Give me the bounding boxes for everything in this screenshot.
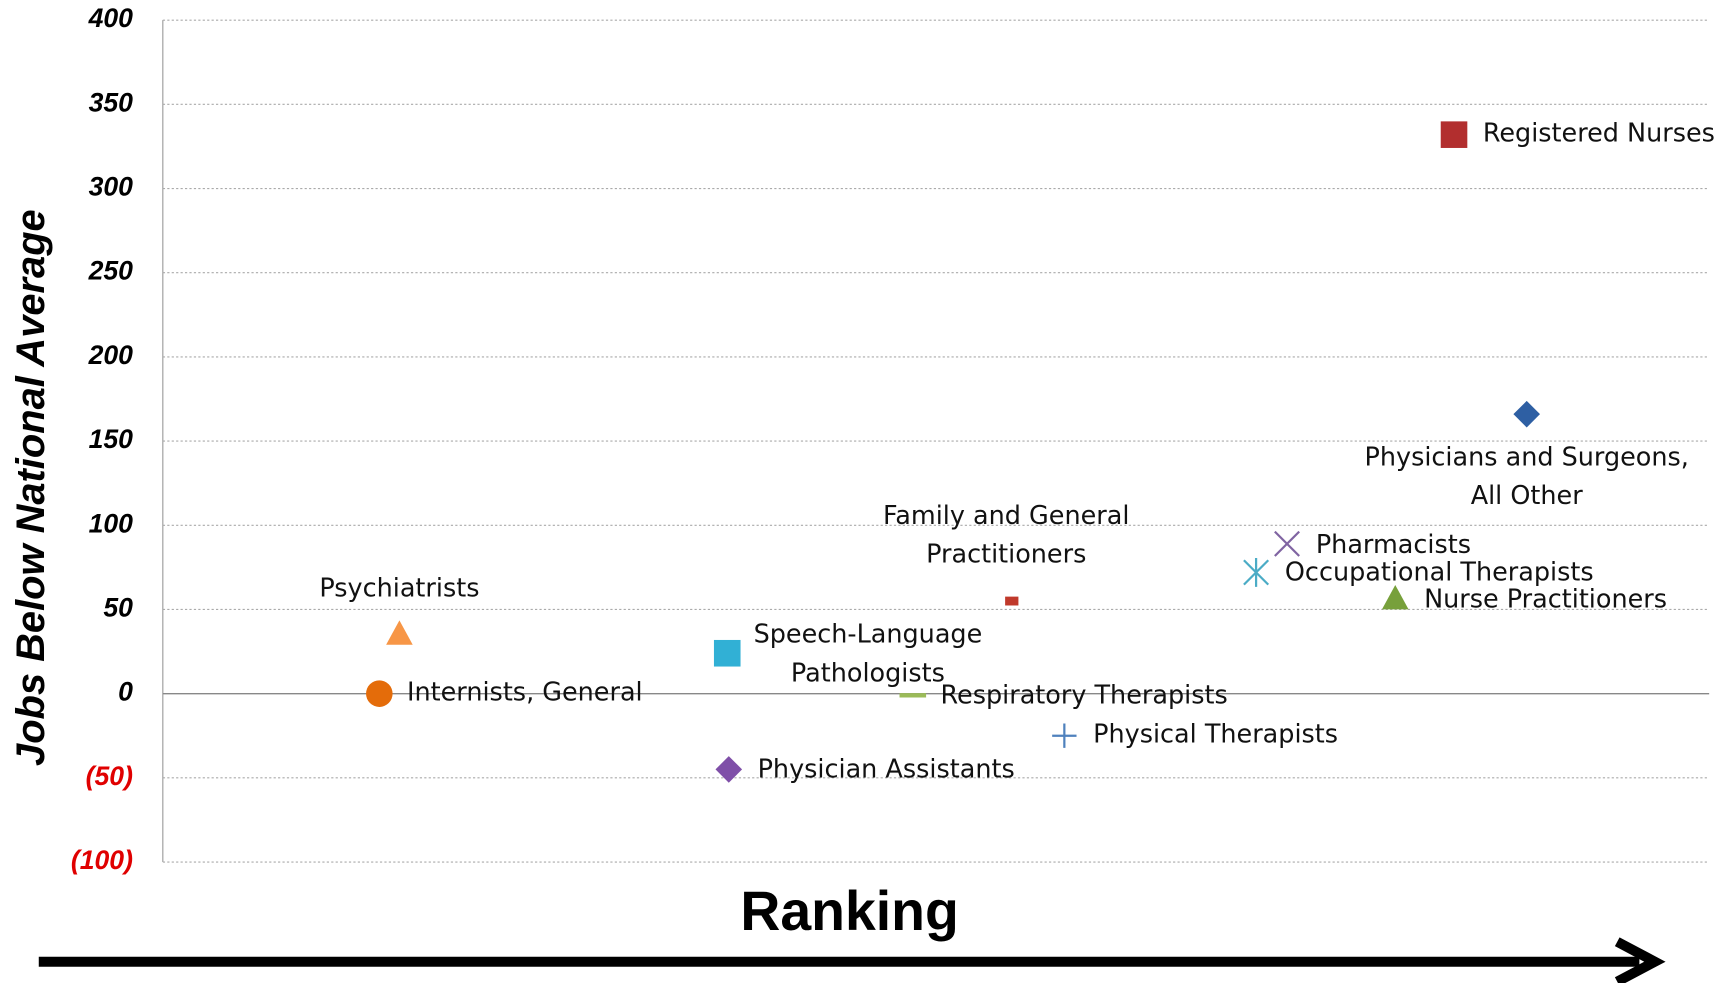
point-label: Physicians and Surgeons, All Other [1365,442,1689,511]
y-tick-label: 250 [88,256,134,286]
y-tick-label: 300 [89,172,134,202]
point-label: Internists, General [407,678,643,708]
point-label: Psychiatrists [319,573,479,603]
y-tick-label: (50) [86,761,133,791]
point [1513,400,1540,428]
point [1440,121,1468,148]
point [366,680,393,707]
point [1381,584,1409,610]
point [1005,596,1019,606]
y-tick-label: 350 [89,87,134,117]
y-tick-label: 150 [89,424,134,454]
point-label: Speech-Language Pathologists [754,620,983,689]
point-label: Physical Therapists [1093,720,1338,750]
y-tick-label: 50 [103,592,133,622]
point-label: Respiratory Therapists [940,680,1227,710]
y-tick-label: (100) [71,845,133,875]
point [713,639,741,667]
point-label: Nurse Practitioners [1424,584,1667,614]
point-label: Pharmacists [1316,530,1471,560]
arrow-head [1614,937,1666,983]
point [1274,530,1300,557]
y-tick-label: 100 [89,508,134,538]
y-tick-label: 200 [88,340,134,370]
y-tick-label: 400 [88,3,134,33]
point-label: Physician Assistants [758,755,1015,785]
point [386,620,413,645]
y-axis-title: Jobs Below National Average [9,209,53,766]
point-label: Occupational Therapists [1285,558,1594,588]
point-label: Registered Nurses [1483,119,1715,149]
y-tick-label: 0 [118,677,133,707]
point [715,756,743,783]
point-label: Family and General Practitioners [883,501,1129,570]
x-axis-title: Ranking [740,880,958,942]
point [1052,723,1077,748]
point [1243,558,1270,587]
